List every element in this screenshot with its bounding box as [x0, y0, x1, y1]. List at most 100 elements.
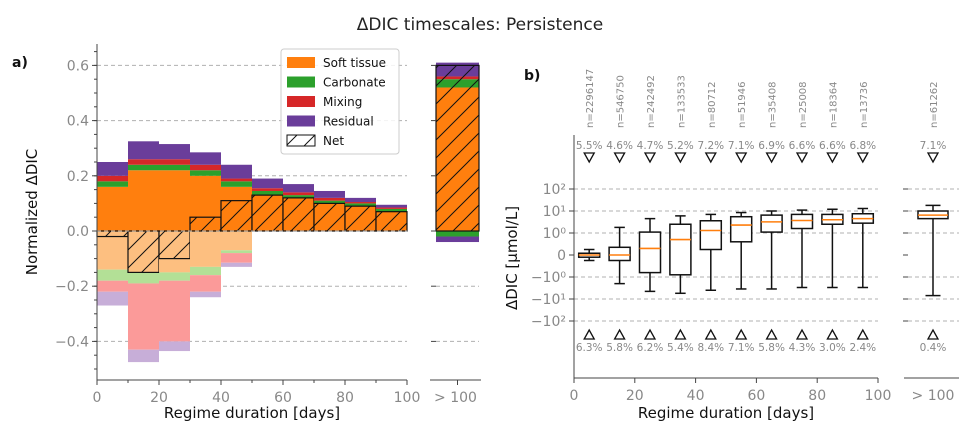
- upper-outlier-pct: 7.1%: [728, 140, 755, 152]
- bar-residual-negative: [128, 349, 159, 363]
- bar-carbonate-negative: [97, 269, 128, 281]
- bar-mixing-positive: [376, 207, 407, 209]
- lower-outlier-pct: 6.2%: [637, 342, 664, 354]
- legend-label: Soft tissue: [323, 56, 386, 70]
- lower-outlier-pct: 3.0%: [819, 342, 846, 354]
- lower-outlier-marker: [704, 328, 717, 340]
- upper-outlier-marker: [795, 152, 809, 164]
- x-axis-label: Regime duration [days]: [638, 404, 814, 422]
- panel-label-a: a): [12, 55, 28, 71]
- bar-soft-tissue-negative: [221, 231, 252, 251]
- bar-residual-negative-over-100: [436, 236, 479, 243]
- bar-residual-positive: [376, 204, 407, 208]
- lower-outlier-marker: [926, 328, 940, 340]
- bar-net: [220, 200, 253, 232]
- y-tick-label: −10²: [531, 314, 566, 330]
- bar-residual-positive: [221, 164, 252, 179]
- lower-outlier-marker: [735, 328, 748, 340]
- bar-mixing-positive: [283, 192, 314, 196]
- count-label: n=25008: [798, 81, 809, 128]
- x-tick-label-over-100: > 100: [434, 390, 477, 406]
- figure-title: ΔDIC timescales: Persistence: [357, 15, 603, 35]
- lower-outlier-pct: 7.1%: [728, 342, 755, 354]
- bar-net: [96, 230, 129, 238]
- bar-net: [251, 194, 284, 232]
- upper-outlier-marker: [704, 152, 717, 164]
- panel-b: b) −10² −10¹ −10⁰ 0 10⁰ 10¹ 10² 0 20 40 60 80 100 > 10…: [503, 68, 959, 422]
- x-tick-label: 60: [747, 388, 765, 404]
- bar-soft-tissue-negative: [97, 231, 128, 270]
- x-tick-label: 80: [808, 388, 826, 404]
- lower-outlier-pct: 0.4%: [920, 342, 947, 354]
- upper-outlier-pct: 4.6%: [606, 140, 633, 152]
- bar-mixing-positive: [159, 159, 190, 165]
- x-tick-label: 0: [93, 390, 102, 406]
- bar-residual-negative: [190, 291, 221, 298]
- lower-outlier-pct: 8.4%: [697, 342, 724, 354]
- upper-outlier-marker: [735, 152, 748, 164]
- bar-soft-tissue-positive: [97, 186, 128, 231]
- legend-label: Net: [323, 134, 344, 148]
- y-tick-label: −10⁰: [531, 270, 567, 286]
- bar-mixing-positive: [221, 178, 252, 182]
- x-axis-label: Regime duration [days]: [164, 404, 340, 422]
- bar-mixing-negative: [221, 253, 252, 263]
- legend-label: Carbonate: [323, 76, 386, 90]
- count-label: n=546750: [616, 75, 627, 128]
- lower-outlier-pct: 6.3%: [576, 342, 603, 354]
- bar-mixing-negative: [190, 275, 221, 292]
- bar-carbonate-negative: [128, 272, 159, 284]
- lower-outlier-marker: [643, 328, 657, 340]
- lower-outlier-pct: 5.4%: [667, 342, 694, 354]
- x-tick-label: 20: [150, 390, 168, 406]
- box: [790, 213, 814, 230]
- lower-outlier-marker: [613, 328, 626, 340]
- upper-outlier-marker: [856, 152, 869, 164]
- lower-outlier-marker: [583, 328, 596, 340]
- legend-swatch: [287, 57, 315, 68]
- y-axis-label: Normalized ΔDIC: [23, 149, 41, 276]
- lower-outlier-marker: [826, 328, 839, 340]
- bar-carbonate-positive: [128, 164, 159, 171]
- x-tick-label: 20: [626, 388, 644, 404]
- count-label: n=242492: [646, 75, 657, 128]
- bar-residual-positive: [128, 141, 159, 160]
- box: [729, 215, 753, 243]
- bar-residual-positive: [159, 144, 190, 160]
- box: [638, 231, 662, 274]
- upper-outlier-marker: [674, 152, 687, 164]
- upper-outlier-pct: 5.5%: [576, 140, 603, 152]
- lower-outlier-marker: [856, 328, 869, 340]
- bar-carbonate-negative: [190, 266, 221, 276]
- count-label: n=13736: [859, 81, 870, 128]
- upper-outlier-pct: 7.1%: [920, 140, 947, 152]
- y-tick-label: 0.4: [67, 114, 89, 130]
- bar-mixing-positive: [97, 175, 128, 182]
- bar-residual-positive: [283, 184, 314, 193]
- bar-mixing-positive: [190, 164, 221, 171]
- panel-label-b: b): [524, 68, 540, 84]
- upper-outlier-pct: 7.2%: [697, 140, 724, 152]
- bar-net-over-100: [435, 64, 480, 232]
- count-label: n=35408: [768, 81, 779, 128]
- legend-swatch: [287, 96, 315, 107]
- upper-outlier-pct: 6.6%: [789, 140, 816, 152]
- bar-net: [313, 202, 346, 232]
- bar-net: [127, 230, 160, 274]
- bar-carbonate-positive: [283, 195, 314, 198]
- y-tick-label: 0.0: [67, 224, 89, 240]
- bar-carbonate-positive: [345, 203, 376, 207]
- bar-soft-tissue-negative: [190, 231, 221, 267]
- bar-carbonate-positive: [252, 190, 283, 196]
- lower-outlier-pct: 4.3%: [789, 342, 816, 354]
- count-label: n=2296147: [585, 69, 596, 128]
- bar-net: [189, 216, 222, 232]
- upper-outlier-marker: [765, 152, 778, 164]
- legend-swatch: [287, 76, 315, 88]
- upper-outlier-pct: 6.6%: [819, 140, 846, 152]
- upper-outlier-pct: 4.7%: [637, 140, 664, 152]
- upper-outlier-pct: 5.2%: [667, 140, 694, 152]
- upper-outlier-marker: [826, 152, 839, 164]
- y-tick-label: 0.6: [67, 58, 89, 74]
- upper-outlier-pct: 6.9%: [758, 140, 785, 152]
